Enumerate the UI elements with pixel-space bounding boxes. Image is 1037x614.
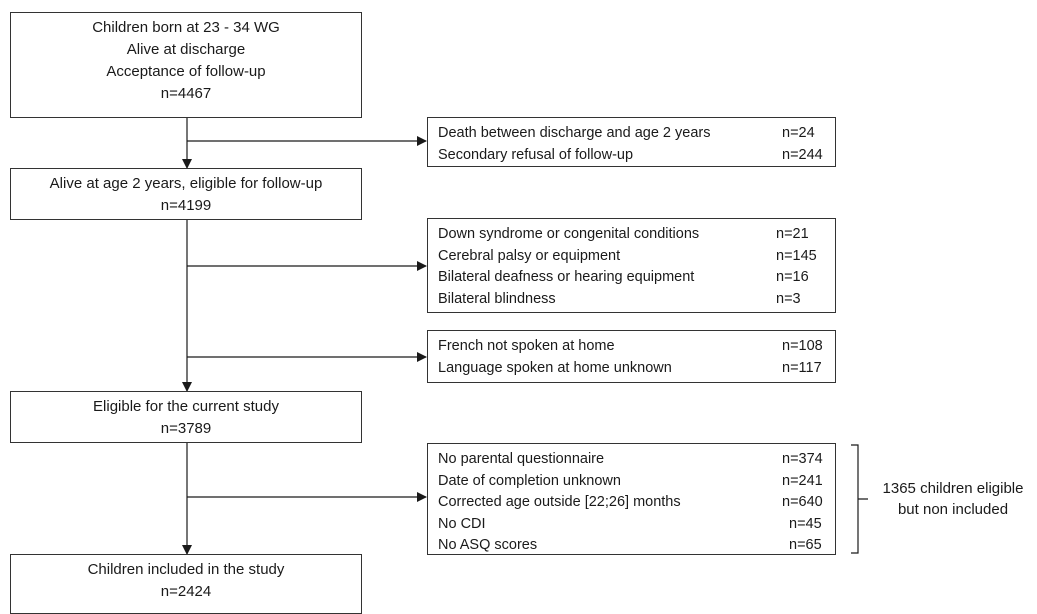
alive-at-2-years-box: Alive at age 2 years, eligible for follo… [10, 168, 362, 220]
alive-box-label: Alive at age 2 years, eligible for follo… [49, 175, 323, 192]
cohort-box: Children born at 23 - 34 WG Alive at dis… [10, 12, 362, 118]
exclusion-box-death-refusal: Death between discharge and age 2 years n… [427, 117, 836, 167]
cohort-line-2: Alive at discharge [126, 41, 246, 58]
included-box-count: n=2424 [160, 583, 212, 600]
exclusion-row: Language spoken at home unknown n=117 [438, 359, 822, 376]
exclusion-row: Bilateral deafness or hearing equipment n… [438, 269, 809, 285]
exclusion-row: Cerebral palsy or equipment n=145 [438, 247, 817, 264]
exclusion-row: French not spoken at home n=108 [438, 338, 823, 354]
cohort-line-3: Acceptance of follow-up [106, 63, 266, 80]
alive-box-count: n=4199 [160, 197, 212, 214]
exclusion-box-conditions: Down syndrome or congenital conditions n=… [427, 218, 836, 313]
eligible-not-included-note: 1365 children eligible but non included [872, 478, 1034, 520]
exclusion-row: Date of completion unknown n=241 [438, 472, 823, 489]
included-box-label: Children included in the study [87, 561, 285, 578]
eligible-box-label: Eligible for the current study [93, 398, 279, 415]
exclusion-bracket [851, 444, 868, 554]
exclusion-row: Corrected age outside [22;26] months n=64… [438, 494, 823, 510]
exclusion-box-questionnaire: No parental questionnaire n=374 Date of c… [427, 443, 836, 555]
exclusion-row: Bilateral blindness n=3 [438, 290, 801, 307]
cohort-count: n=4467 [160, 85, 212, 102]
note-line-1: 1365 children eligible [882, 480, 1024, 497]
note-line-2: but non included [897, 501, 1009, 518]
exclusion-row: Death between discharge and age 2 years n… [438, 125, 815, 141]
eligible-current-study-box: Eligible for the current study n=3789 [10, 391, 362, 443]
included-study-box: Children included in the study n=2424 [10, 554, 362, 614]
exclusion-row: No ASQ scores n=65 [438, 537, 822, 553]
exclusion-row: No CDI n=45 [438, 515, 822, 532]
cohort-line-1: Children born at 23 - 34 WG [92, 19, 280, 36]
eligible-box-count: n=3789 [160, 420, 212, 437]
exclusion-box-language: French not spoken at home n=108 Language … [427, 330, 836, 383]
exclusion-row: Secondary refusal of follow-up n=244 [438, 146, 823, 163]
exclusion-row: Down syndrome or congenital conditions n=… [438, 226, 809, 242]
exclusion-row: No parental questionnaire n=374 [438, 451, 823, 467]
